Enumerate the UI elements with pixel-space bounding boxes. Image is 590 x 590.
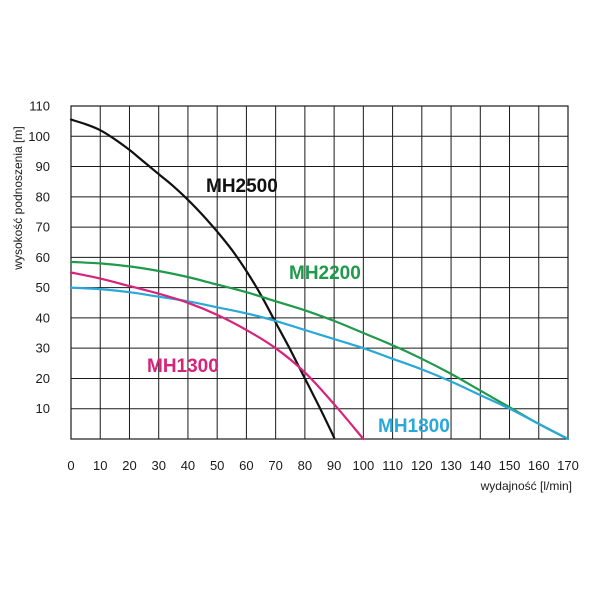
y-tick-label: 110 [29,99,50,114]
x-tick-label: 20 [122,458,136,473]
x-tick-label: 50 [210,458,224,473]
x-tick-label: 140 [469,458,491,473]
y-tick-label: 90 [36,159,50,174]
x-tick-label: 100 [353,458,375,473]
y-tick-labels: 10 20 30 40 50 60 70 80 90 100 110 [28,99,50,417]
x-tick-label: 160 [528,458,550,473]
x-tick-label: 130 [440,458,462,473]
y-axis-title: wysokość podnoszenia [m] [11,126,25,270]
x-axis-title: wydajność [l/min] [480,479,572,493]
series-line-mh1300 [69,271,365,441]
y-tick-label: 10 [36,401,50,416]
y-tick-label: 30 [36,341,50,356]
x-tick-label: 70 [268,458,282,473]
series-line-mh1800 [69,286,570,441]
y-tick-label: 100 [28,129,50,144]
y-tick-label: 70 [36,220,50,235]
series-labels: MH2500 MH2200 MH1800 MH1300 [147,176,450,437]
y-tick-label: 40 [36,310,50,325]
x-tick-label: 0 [67,458,74,473]
series-label-mh1300: MH1300 [147,356,219,377]
series-label-mh2500: MH2500 [206,176,278,197]
x-tick-label: 30 [151,458,165,473]
x-tick-label: 80 [298,458,312,473]
x-tick-label: 110 [382,458,403,473]
series-label-mh1800: MH1800 [378,416,450,437]
x-tick-labels: 0 10 20 30 40 50 60 70 80 90 100 110 120 130 140 150 160… [67,458,578,473]
x-tick-label: 150 [499,458,521,473]
series-line-mh2200 [69,260,570,441]
x-tick-label: 60 [239,458,253,473]
y-tick-label: 20 [36,371,50,386]
x-tick-label: 170 [557,458,579,473]
grid [70,105,569,440]
x-tick-label: 40 [181,458,195,473]
x-tick-label: 120 [411,458,433,473]
y-tick-label: 80 [36,189,50,204]
curves [69,118,570,441]
series-line-mh2500 [69,118,336,439]
y-tick-label: 50 [36,280,50,295]
x-tick-label: 10 [93,458,107,473]
x-tick-label: 90 [327,458,341,473]
series-label-mh2200: MH2200 [289,263,361,284]
y-tick-label: 60 [36,250,50,265]
